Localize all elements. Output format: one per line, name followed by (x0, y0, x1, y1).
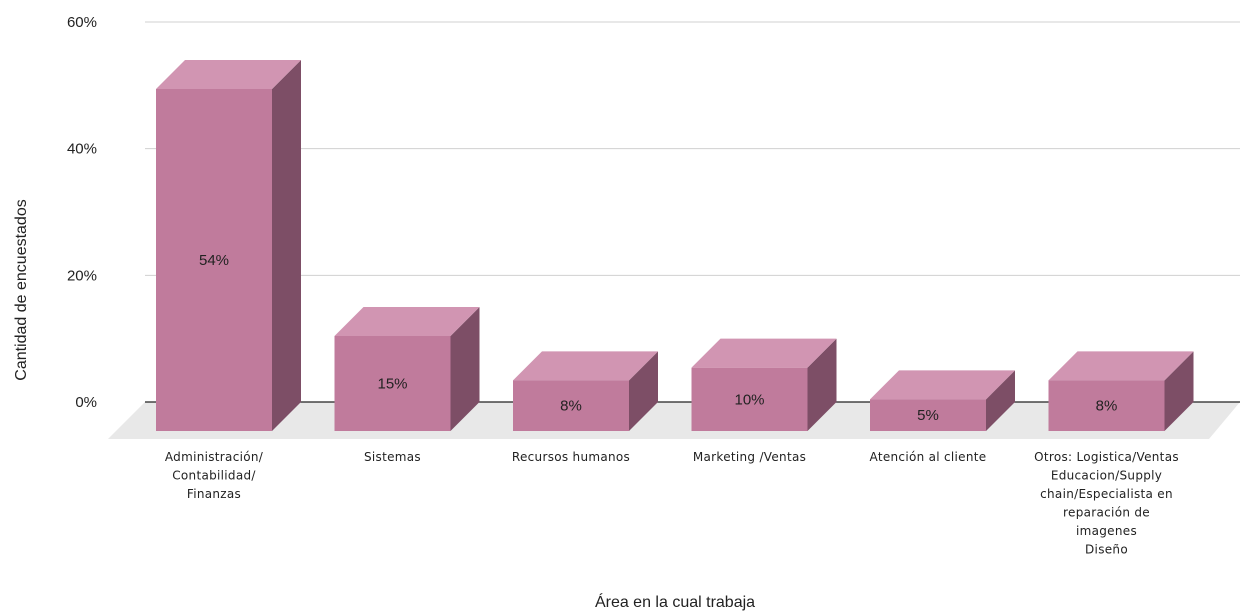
y-tick-label: 60% (67, 14, 97, 31)
category-label: Sistemas (364, 450, 421, 464)
category-label: Recursos humanos (512, 450, 630, 464)
bar: 8% (513, 351, 658, 431)
category-label: Administración/Contabilidad/Finanzas (165, 450, 264, 501)
bar-side (1164, 351, 1194, 431)
bar-top (334, 307, 480, 336)
bar-top (513, 351, 658, 381)
bar-front (334, 336, 451, 431)
data-label: 54% (199, 252, 229, 269)
bar: 15% (334, 307, 480, 431)
bar-front (1048, 380, 1165, 431)
bar-front (513, 380, 629, 431)
y-tick-label: 40% (67, 141, 97, 158)
bar-side (986, 370, 1015, 431)
bars: 54% 15% 8% 10% 5% 8% (156, 60, 1194, 431)
bar-side (450, 307, 480, 431)
y-tick-labels: 0% 20% 40% 60% (67, 14, 97, 411)
data-label: 8% (1096, 398, 1118, 415)
bar-side (807, 338, 837, 431)
bar-side (629, 351, 658, 431)
category-label: Atención al cliente (870, 450, 987, 464)
bar-front (156, 89, 272, 431)
y-tick-label: 20% (67, 267, 97, 284)
data-label: 8% (560, 398, 582, 415)
gridlines (145, 21, 1240, 403)
bar-front (870, 399, 986, 431)
bar: 10% (691, 338, 837, 431)
data-label: 15% (377, 376, 407, 393)
y-tick-label: 0% (75, 394, 97, 411)
bar-top (691, 338, 837, 368)
y-axis-title: Cantidad de encuestados (13, 199, 30, 380)
category-label: Otros: Logistica/Ventas Educacion/Supply c… (1034, 450, 1179, 557)
bar-side (272, 60, 301, 431)
bar-top (156, 60, 301, 89)
bar: 5% (870, 370, 1015, 431)
bar-top (1048, 351, 1194, 381)
data-label: 10% (734, 391, 764, 408)
bar-front (691, 367, 808, 431)
bar: 54% (156, 60, 301, 431)
category-label: Marketing /Ventas (693, 450, 806, 464)
bar-top (870, 370, 1015, 400)
data-label: 5% (917, 407, 939, 424)
bar: 8% (1048, 351, 1194, 431)
x-axis-title: Área en la cual trabaja (595, 592, 755, 611)
category-labels: Administración/Contabilidad/Finanzas Sist… (165, 450, 1179, 557)
